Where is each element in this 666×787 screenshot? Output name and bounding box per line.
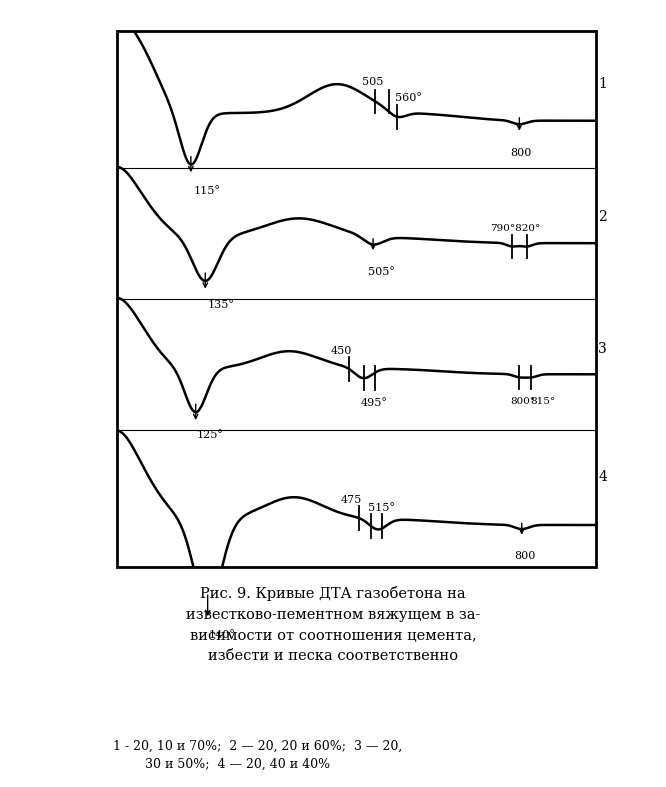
Text: 800: 800 bbox=[511, 148, 532, 158]
Text: 115°: 115° bbox=[193, 186, 220, 196]
Text: 4: 4 bbox=[599, 470, 607, 484]
Text: 3: 3 bbox=[599, 342, 607, 356]
Text: 495°: 495° bbox=[361, 398, 388, 408]
Text: 475: 475 bbox=[340, 495, 362, 505]
Text: 790°820°: 790°820° bbox=[491, 224, 541, 234]
Text: 505°: 505° bbox=[368, 268, 395, 278]
Text: 1: 1 bbox=[599, 76, 607, 91]
Text: Рис. 9. Кривые ДТА газобетона на
известково-пементном вяжущем в за-
висимости от: Рис. 9. Кривые ДТА газобетона на известк… bbox=[186, 586, 480, 663]
Text: 140°: 140° bbox=[209, 630, 236, 640]
Text: 800: 800 bbox=[515, 551, 536, 560]
Text: 815°: 815° bbox=[530, 397, 555, 406]
Text: 2: 2 bbox=[599, 210, 607, 224]
Text: 450: 450 bbox=[331, 346, 352, 356]
Text: 505: 505 bbox=[362, 77, 384, 87]
Text: 125°: 125° bbox=[197, 430, 224, 440]
Text: 1 - 20, 10 и 70%;  2 — 20, 20 и 60%;  3 — 20,
        30 и 50%;  4 — 20, 40 и 40: 1 - 20, 10 и 70%; 2 — 20, 20 и 60%; 3 — … bbox=[113, 740, 402, 770]
Text: 135°: 135° bbox=[208, 300, 234, 309]
Text: 800°: 800° bbox=[509, 397, 535, 406]
Text: 560°: 560° bbox=[395, 93, 422, 102]
Text: 515°: 515° bbox=[368, 503, 395, 513]
